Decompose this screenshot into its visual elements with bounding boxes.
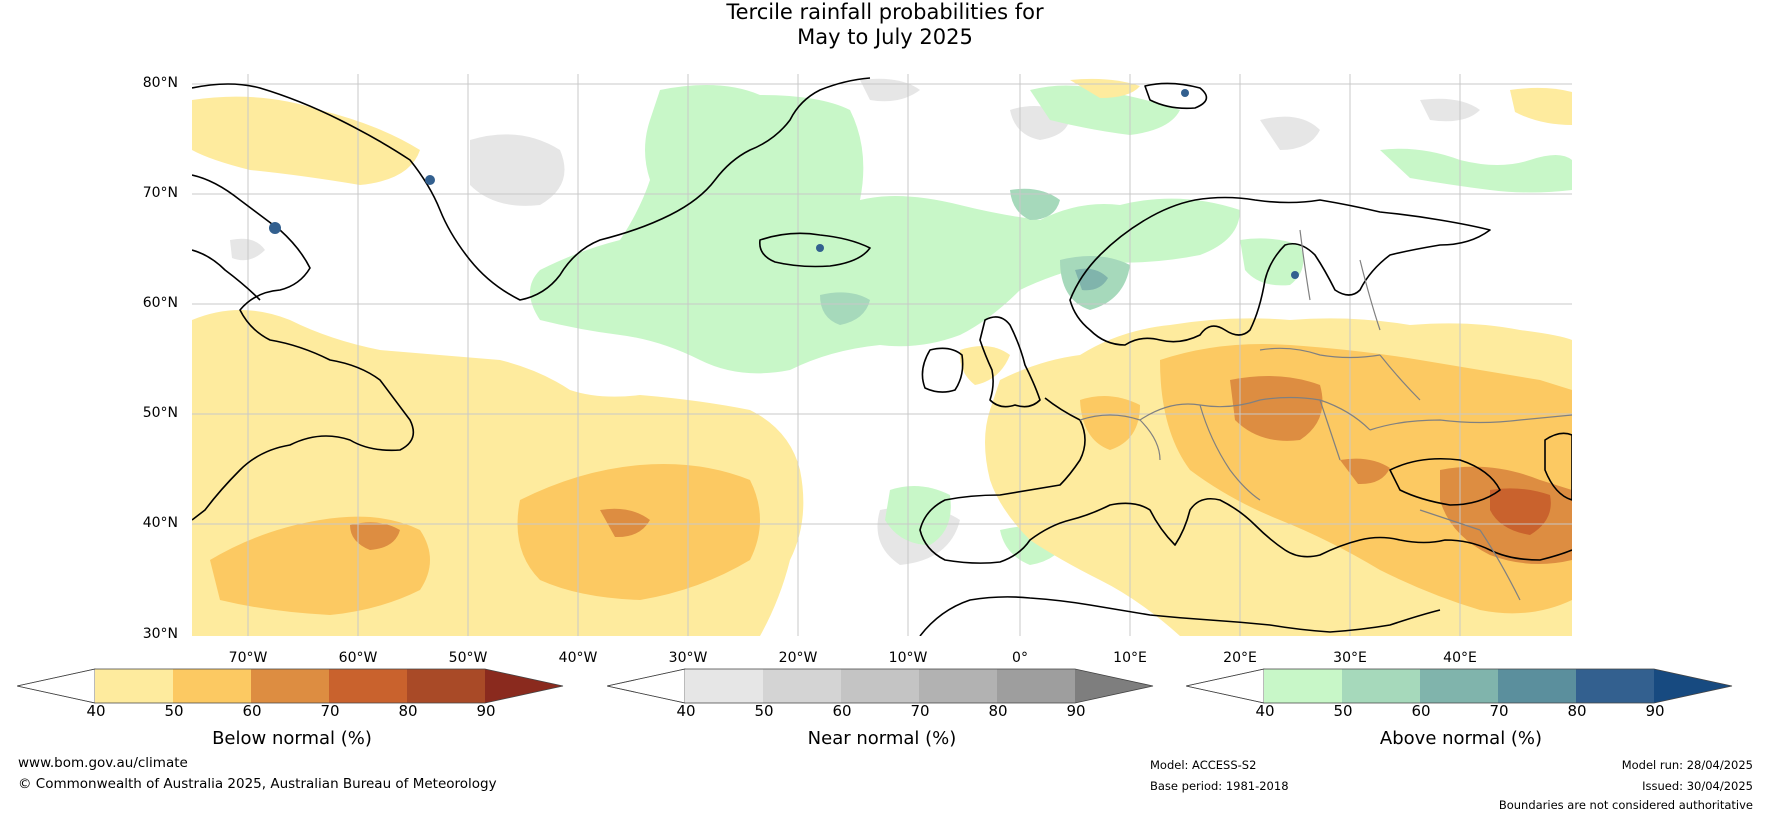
cb-near-tick-80: 80 — [988, 702, 1008, 720]
colorbar-segment — [173, 669, 251, 703]
colorbar-label-below: Below normal (%) — [212, 728, 372, 749]
europe-coast — [919, 397, 1572, 564]
colorbar-segment — [1498, 669, 1576, 703]
iceland-coast — [758, 232, 871, 268]
colorbar-extend-low — [1186, 668, 1265, 704]
colorbar-above-normal — [1186, 668, 1733, 704]
colorbar-near-normal — [607, 668, 1154, 704]
colorbar-segment — [1264, 669, 1342, 703]
colorbar-label-near: Near normal (%) — [807, 728, 957, 749]
colorbar-extend-high — [485, 669, 563, 703]
cb-above-tick-50: 50 — [1333, 702, 1353, 720]
caspian-coast — [1544, 432, 1572, 501]
footer-copyright: © Commonwealth of Australia 2025, Austra… — [18, 776, 497, 792]
greenland-coast — [192, 77, 871, 301]
great-britain-coast — [979, 316, 1041, 408]
lon-label-50w: 50°W — [448, 650, 488, 666]
colorbar-outline — [1186, 668, 1733, 704]
cb-above-tick-70: 70 — [1489, 702, 1509, 720]
lat-label-70n: 70°N — [142, 185, 178, 201]
colorbar-outline — [607, 668, 1154, 704]
cb-below-tick-40: 40 — [86, 702, 106, 720]
above-normal-hotspots — [269, 89, 1299, 279]
cb-near-tick-60: 60 — [832, 702, 852, 720]
cb-above-tick-80: 80 — [1567, 702, 1587, 720]
lon-label-40e: 40°E — [1443, 650, 1477, 666]
title-line-1: Tercile rainfall probabilities for — [726, 0, 1044, 24]
colorbar-segment — [329, 669, 407, 703]
footer-url[interactable]: www.bom.gov.au/climate — [18, 755, 188, 771]
colorbar-label-above: Above normal (%) — [1379, 728, 1543, 749]
lat-label-80n: 80°N — [142, 75, 178, 91]
cb-below-tick-60: 60 — [242, 702, 262, 720]
colorbar-segment — [685, 669, 763, 703]
lon-label-30e: 30°E — [1333, 650, 1367, 666]
lat-label-40n: 40°N — [142, 515, 178, 531]
baffin-coast — [192, 174, 415, 521]
scandinavia-coast — [1069, 196, 1491, 346]
footer-base-period: Base period: 1981-2018 — [1150, 779, 1289, 793]
colorbar-segment — [1576, 669, 1654, 703]
colorbar-extend-high — [1654, 669, 1732, 703]
svalbard-coast — [1144, 82, 1208, 110]
colorbar-segment — [919, 669, 997, 703]
cb-near-tick-90: 90 — [1066, 702, 1086, 720]
colorbar-below-normal — [17, 668, 564, 704]
cb-below-tick-50: 50 — [164, 702, 184, 720]
cb-above-tick-40: 40 — [1255, 702, 1275, 720]
lat-label-30n: 30°N — [142, 626, 178, 642]
lon-label-10w: 10°W — [888, 650, 928, 666]
lon-label-70w: 70°W — [228, 650, 268, 666]
colorbar-segment — [407, 669, 485, 703]
lat-label-60n: 60°N — [142, 295, 178, 311]
labrador-coast — [192, 249, 261, 301]
colorbar-segment — [997, 669, 1075, 703]
coastlines — [192, 77, 1572, 636]
cb-near-tick-50: 50 — [754, 702, 774, 720]
footer-model-run: Model run: 28/04/2025 — [1621, 758, 1753, 772]
title-line-2: May to July 2025 — [797, 25, 973, 49]
cb-below-tick-90: 90 — [476, 702, 496, 720]
black-sea-coast — [1389, 457, 1501, 506]
cb-below-tick-80: 80 — [398, 702, 418, 720]
north-africa-coast — [919, 596, 1441, 636]
cb-near-tick-70: 70 — [910, 702, 930, 720]
colorbar-segment — [763, 669, 841, 703]
colorbar-segment — [95, 669, 173, 703]
colorbar-extend-low — [607, 668, 686, 704]
lat-label-50n: 50°N — [142, 405, 178, 421]
cb-above-tick-60: 60 — [1411, 702, 1431, 720]
footer-model: Model: ACCESS-S2 — [1150, 758, 1257, 772]
colorbar-extend-low — [17, 668, 96, 704]
footer-issued: Issued: 30/04/2025 — [1642, 779, 1753, 793]
colorbar-segment — [1342, 669, 1420, 703]
below-normal-very-dark — [1490, 488, 1551, 535]
lon-label-30w: 30°W — [668, 650, 708, 666]
cb-below-tick-70: 70 — [320, 702, 340, 720]
colorbar-segment — [841, 669, 919, 703]
lon-label-10e: 10°E — [1113, 650, 1147, 666]
country-borders — [1079, 229, 1572, 601]
map-title: Tercile rainfall probabilities for May t… — [0, 0, 1770, 50]
graticule — [192, 74, 1572, 636]
cb-near-tick-40: 40 — [676, 702, 696, 720]
footer-disclaimer: Boundaries are not considered authoritat… — [1498, 798, 1753, 812]
lon-label-20e: 20°E — [1223, 650, 1257, 666]
lon-label-40w: 40°W — [558, 650, 598, 666]
colorbar-extend-high — [1075, 669, 1153, 703]
lon-label-20w: 20°W — [778, 650, 818, 666]
lon-label-60w: 60°W — [338, 650, 378, 666]
colorbar-segment — [251, 669, 329, 703]
colorbar-segment — [1420, 669, 1498, 703]
colorbar-outline — [17, 668, 564, 704]
lon-label-0: 0° — [1012, 650, 1028, 666]
cb-above-tick-90: 90 — [1645, 702, 1665, 720]
ireland-coast — [921, 347, 964, 393]
